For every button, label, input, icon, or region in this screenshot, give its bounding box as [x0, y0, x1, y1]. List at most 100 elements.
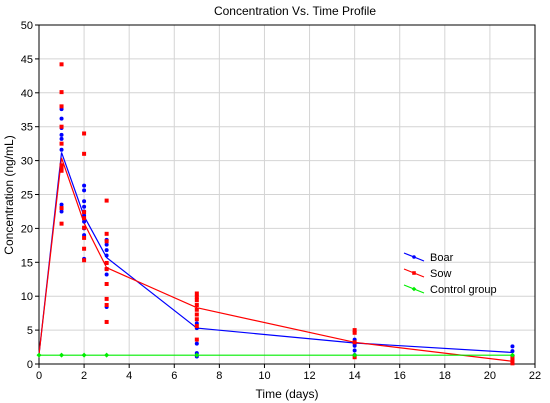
x-tick-label: 0 — [36, 370, 42, 382]
data-point-sow — [104, 303, 109, 308]
data-point-sow — [59, 163, 64, 168]
data-point-control-group — [509, 352, 515, 358]
data-point-sow — [194, 307, 199, 312]
data-point-boar — [82, 204, 87, 209]
data-point-boar — [510, 344, 515, 349]
legend-marker-control-group — [411, 286, 417, 292]
data-point-sow — [194, 317, 199, 322]
legend-marker-boar — [412, 255, 416, 259]
legend: Boar Sow Control group — [403, 252, 497, 296]
data-point-control-group — [81, 352, 87, 358]
y-axis-label: Concentration (ng/mL) — [2, 135, 16, 254]
data-point-sow — [352, 328, 357, 333]
data-point-boar — [352, 343, 357, 348]
x-tick-label: 12 — [303, 370, 315, 382]
data-point-boar — [82, 199, 87, 204]
x-tick-label: 14 — [349, 370, 361, 382]
data-point-control-group — [59, 352, 65, 358]
y-tick-label: 50 — [21, 20, 33, 32]
data-point-sow — [82, 131, 87, 136]
data-point-sow — [59, 141, 64, 146]
data-point-boar — [59, 209, 64, 214]
data-point-control-group — [104, 352, 110, 358]
y-tick-label: 10 — [21, 291, 33, 303]
data-point-sow — [82, 151, 87, 156]
data-point-sow — [194, 291, 199, 296]
data-point-control-group — [194, 352, 200, 358]
data-point-boar — [104, 248, 109, 253]
data-point-boar — [352, 348, 357, 353]
y-tick-label: 40 — [21, 88, 33, 100]
data-point-boar — [59, 136, 64, 141]
data-point-boar — [82, 219, 87, 224]
y-tick-label: 5 — [27, 325, 33, 337]
data-point-boar — [59, 147, 64, 152]
x-axis: 0 2 4 6 8 10 12 14 16 18 20 22 — [36, 364, 541, 382]
data-point-sow — [104, 296, 109, 301]
data-point-boar — [104, 272, 109, 277]
x-tick-label: 20 — [484, 370, 496, 382]
data-point-sow — [104, 231, 109, 236]
data-point-sow — [82, 246, 87, 251]
data-point-sow — [59, 124, 64, 129]
data-point-sow — [510, 361, 515, 366]
data-point-sow — [82, 216, 87, 221]
data-point-boar — [194, 341, 199, 346]
x-tick-label: 6 — [171, 370, 177, 382]
data-point-sow — [194, 324, 199, 329]
data-point-sow — [59, 90, 64, 95]
x-tick-label: 16 — [394, 370, 406, 382]
data-point-sow — [82, 235, 87, 240]
y-tick-label: 0 — [27, 359, 33, 371]
data-point-sow — [104, 319, 109, 324]
data-point-sow — [82, 210, 87, 215]
data-point-sow — [104, 281, 109, 286]
grid — [38, 24, 536, 365]
legend-label-boar: Boar — [430, 252, 454, 264]
data-point-boar — [59, 132, 64, 137]
data-point-control-group — [352, 352, 358, 358]
legend-label-sow: Sow — [430, 268, 451, 280]
data-point-boar — [82, 188, 87, 193]
y-tick-label: 30 — [21, 156, 33, 168]
data-point-boar — [82, 183, 87, 188]
legend-marker-sow — [412, 271, 416, 275]
y-tick-label: 25 — [21, 190, 33, 202]
y-tick-label: 20 — [21, 223, 33, 235]
x-tick-label: 18 — [439, 370, 451, 382]
data-point-sow — [352, 330, 357, 335]
y-tick-label: 35 — [21, 122, 33, 134]
data-point-boar — [59, 116, 64, 121]
data-point-sow — [104, 239, 109, 244]
data-point-sow — [59, 62, 64, 67]
data-point-sow — [104, 260, 109, 265]
x-axis-label: Time (days) — [256, 387, 319, 401]
x-tick-label: 10 — [258, 370, 270, 382]
data-point-sow — [104, 267, 109, 272]
y-tick-label: 45 — [21, 54, 33, 66]
data-point-sow — [59, 221, 64, 226]
data-point-boar — [104, 242, 109, 247]
y-axis: 0 5 10 15 20 25 30 35 40 45 50 — [21, 20, 39, 371]
x-tick-label: 8 — [216, 370, 222, 382]
data-point-sow — [59, 104, 64, 109]
data-point-sow — [59, 206, 64, 211]
data-point-sow — [510, 357, 515, 362]
data-point-sow — [104, 198, 109, 203]
data-point-sow — [352, 340, 357, 345]
data-point-boar — [104, 253, 109, 258]
data-point-boar — [510, 349, 515, 354]
chart-title: Concentration Vs. Time Profile — [214, 4, 376, 18]
y-tick-label: 15 — [21, 257, 33, 269]
data-point-sow — [82, 258, 87, 263]
data-point-sow — [194, 337, 199, 342]
x-tick-label: 4 — [126, 370, 132, 382]
data-point-sow — [194, 303, 199, 308]
data-point-sow — [59, 165, 64, 170]
x-tick-label: 22 — [529, 370, 541, 382]
data-point-sow — [194, 312, 199, 317]
legend-label-control-group: Control group — [430, 284, 497, 296]
data-point-boar — [59, 202, 64, 207]
x-tick-label: 2 — [81, 370, 87, 382]
